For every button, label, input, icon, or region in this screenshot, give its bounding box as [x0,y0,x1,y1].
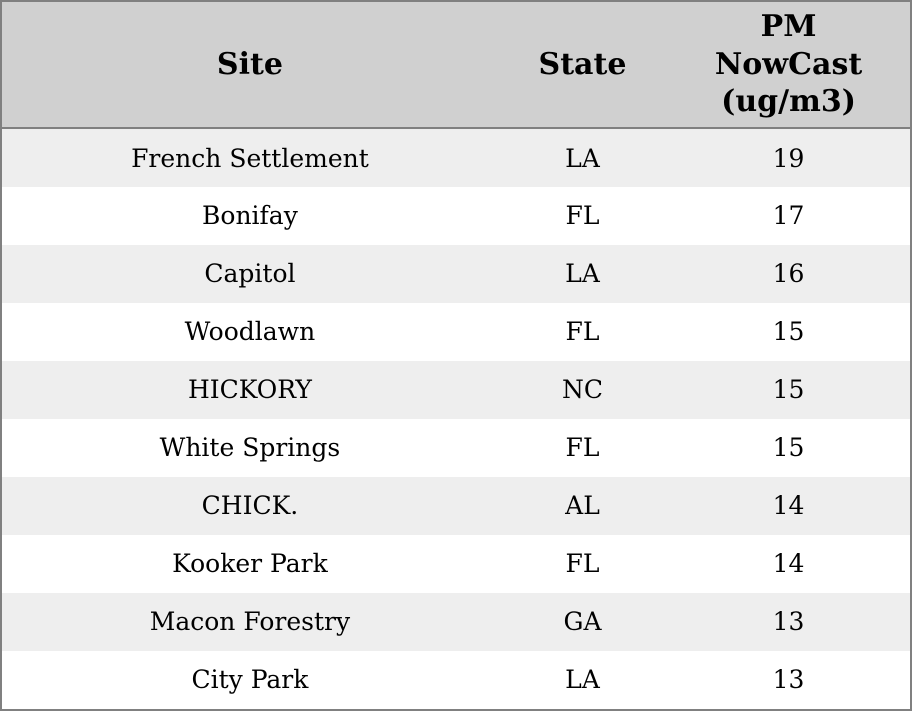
site-cell: City Park [1,650,498,710]
site-cell: Bonifay [1,187,498,245]
header-row: Site State PM NowCast (ug/m3) [1,1,911,129]
table-row: Bonifay FL 17 [1,187,911,245]
table-row: Kooker Park FL 14 [1,534,911,593]
pm-nowcast-cell: 13 [667,650,911,710]
site-cell: French Settlement [1,128,498,187]
pm-nowcast-cell: 15 [667,302,911,361]
pm-nowcast-cell: 16 [667,244,911,303]
state-cell: LA [497,244,668,303]
pm-nowcast-cell: 13 [667,592,911,651]
pm-nowcast-cell: 19 [667,128,911,187]
state-cell: LA [497,650,668,710]
state-cell: AL [497,476,668,535]
site-cell: CHICK. [1,476,498,535]
pm-nowcast-cell: 14 [667,476,911,535]
column-header-state: State [497,1,668,129]
site-cell: Woodlawn [1,302,498,361]
column-header-site: Site [1,1,498,129]
table-row: HICKORY NC 15 [1,360,911,419]
table-body: French Settlement LA 19 Bonifay FL 17 Capitol L… [1,128,911,710]
state-cell: FL [497,534,668,593]
site-cell: Capitol [1,244,498,303]
state-cell: FL [497,418,668,477]
state-cell: FL [497,302,668,361]
table-row: Woodlawn FL 15 [1,302,911,361]
pm-nowcast-cell: 14 [667,534,911,593]
table-row: City Park LA 13 [1,650,911,710]
table-row: White Springs FL 15 [1,418,911,477]
column-header-state-label: State [538,46,627,82]
table-row: French Settlement LA 19 [1,128,911,187]
table-row: CHICK. AL 14 [1,476,911,535]
state-cell: LA [497,128,668,187]
column-header-site-label: Site [216,46,283,82]
site-cell: HICKORY [1,360,498,419]
table-header: Site State PM NowCast (ug/m3) [1,1,911,129]
column-header-pm-nowcast: PM NowCast (ug/m3) [667,1,911,129]
table-row: Macon Forestry GA 13 [1,592,911,651]
column-header-pm-nowcast-label: PM NowCast (ug/m3) [714,9,863,120]
state-cell: GA [497,592,668,651]
table-row: Capitol LA 16 [1,244,911,303]
pm-nowcast-cell: 15 [667,418,911,477]
state-cell: FL [497,187,668,245]
site-cell: Kooker Park [1,534,498,593]
site-cell: White Springs [1,418,498,477]
pm-nowcast-cell: 15 [667,360,911,419]
site-cell: Macon Forestry [1,592,498,651]
pm-nowcast-cell: 17 [667,187,911,245]
state-cell: NC [497,360,668,419]
